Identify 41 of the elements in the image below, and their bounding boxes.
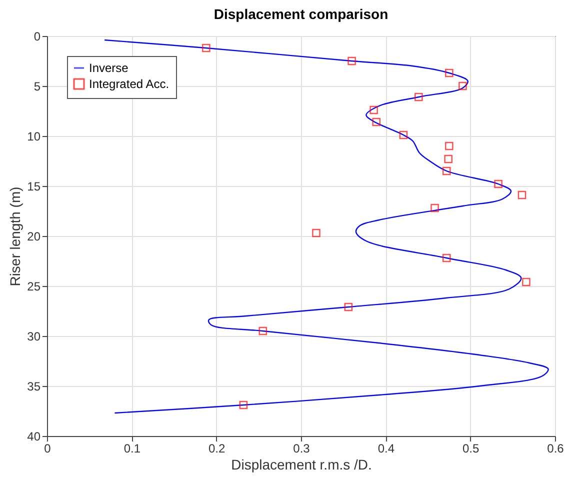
x-tick-label: 0.2 [208,442,226,456]
point [344,302,353,312]
x-tick-label: 0.1 [124,442,141,456]
point [430,204,439,212]
point [445,68,454,78]
y-tick-label: 35 [27,380,41,394]
y-tick-label: 30 [27,330,41,344]
y-tick-label: 20 [27,230,41,244]
point [442,254,451,262]
legend-label: Integrated Acc. [89,77,170,91]
point [414,92,423,102]
x-tick-label: 0.6 [547,442,564,456]
point [258,326,268,336]
point [494,180,502,188]
point [370,106,378,114]
chart-title: Displacement comparison [214,6,388,22]
y-tick-label: 0 [34,30,41,44]
point [444,154,452,164]
x-tick-label: 0 [44,442,52,456]
point [518,190,526,200]
point [239,400,248,410]
x-tick-label: 0.3 [293,442,310,456]
x-axis-title: Displacement r.m.s /D. [231,456,372,472]
legend-label: Inverse [89,61,129,75]
point [312,228,320,238]
point [442,166,451,176]
y-tick-label: 40 [27,430,41,444]
point [458,82,467,90]
point [399,130,408,140]
y-tick-label: 15 [27,180,41,194]
y-tick-label: 25 [27,280,41,294]
point [348,56,356,66]
point [522,278,530,286]
y-tick-label: 5 [34,80,41,94]
x-tick-label: 0.5 [462,442,480,456]
point [202,44,210,52]
x-tick-label: 0.4 [378,442,395,456]
y-tick-label: 10 [27,130,41,144]
y-axis-title: Riser length (m) [7,186,24,286]
point [372,118,380,126]
point [445,142,454,150]
